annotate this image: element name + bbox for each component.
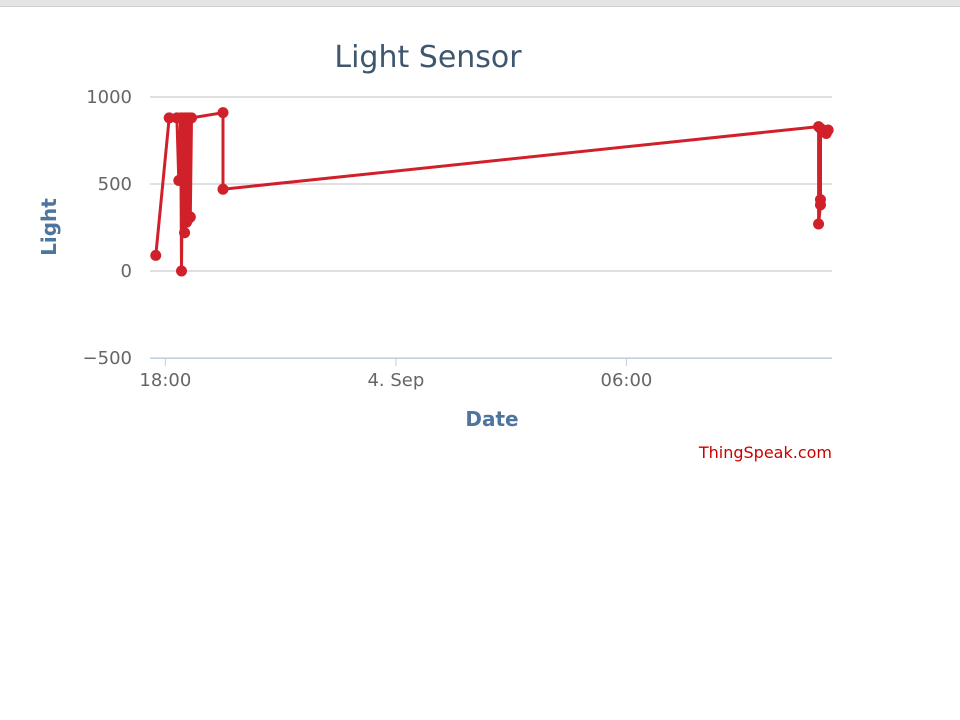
x-axis: 18:00 4. Sep 06:00 xyxy=(139,358,832,391)
y-axis-ticks: −500 0 500 1000 xyxy=(83,87,132,369)
x-tick-label: 06:00 xyxy=(601,370,653,391)
data-point xyxy=(217,183,229,195)
data-point xyxy=(814,194,826,206)
y-tick-label: 500 xyxy=(98,174,132,195)
data-point xyxy=(217,107,229,119)
y-tick-label: −500 xyxy=(83,348,132,369)
data-point xyxy=(184,211,196,223)
x-tick-label: 18:00 xyxy=(139,370,191,391)
series-line xyxy=(154,111,830,273)
data-point xyxy=(179,227,191,239)
data-point xyxy=(163,112,175,124)
window-top-border xyxy=(0,0,960,7)
y-tick-label: 0 xyxy=(121,261,132,282)
data-point xyxy=(176,265,188,277)
data-point xyxy=(822,124,834,136)
data-point xyxy=(150,249,162,261)
chart-title: Light Sensor xyxy=(334,40,522,75)
y-axis-title: Light xyxy=(37,198,61,256)
x-tick-label: 4. Sep xyxy=(367,370,424,391)
y-tick-label: 1000 xyxy=(86,87,132,108)
data-point xyxy=(185,112,197,124)
x-axis-title: Date xyxy=(465,407,518,431)
data-point xyxy=(173,175,185,187)
data-point xyxy=(813,218,825,230)
thingspeak-credit-link[interactable]: ThingSpeak.com xyxy=(698,443,832,462)
series-group xyxy=(150,107,834,277)
